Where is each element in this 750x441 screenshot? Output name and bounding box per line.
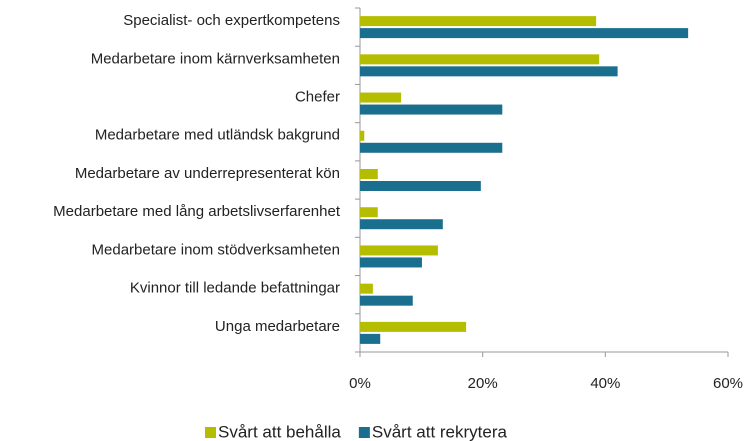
bar bbox=[360, 28, 689, 39]
bar bbox=[360, 207, 378, 218]
y-tick-label: Medarbetare av underrepresenterat kön bbox=[75, 165, 340, 182]
y-tick-label: Medarbetare inom kärnverksamheten bbox=[91, 50, 340, 67]
x-tick-label: 40% bbox=[590, 375, 620, 392]
y-tick-label: Kvinnor till ledande befattningar bbox=[130, 280, 340, 297]
bar bbox=[360, 295, 413, 306]
y-tick-label: Unga medarbetare bbox=[215, 318, 340, 335]
bar bbox=[360, 92, 402, 103]
bar bbox=[360, 169, 378, 179]
bar bbox=[360, 130, 365, 141]
y-tick-label: Medarbetare med lång arbetslivserfarenhe… bbox=[53, 203, 341, 220]
bar bbox=[360, 219, 443, 230]
x-tick-label: 20% bbox=[468, 375, 498, 392]
y-tick-label: Chefer bbox=[295, 89, 340, 106]
bar bbox=[360, 333, 381, 344]
bar bbox=[360, 181, 481, 191]
bar bbox=[360, 54, 600, 65]
legend-label: Svårt att rekrytera bbox=[372, 422, 508, 441]
bar bbox=[360, 245, 438, 256]
bar bbox=[360, 142, 503, 153]
y-tick-label: Medarbetare inom stödverksamheten bbox=[92, 241, 340, 258]
x-tick-label: 60% bbox=[713, 375, 743, 392]
legend-label: Svårt att behålla bbox=[218, 422, 341, 441]
y-tick-label: Specialist- och expertkompetens bbox=[123, 12, 340, 29]
x-tick-label: 0% bbox=[349, 375, 371, 392]
y-tick-label: Medarbetare med utländsk bakgrund bbox=[95, 127, 340, 144]
legend-swatch bbox=[358, 427, 370, 438]
bar bbox=[360, 104, 503, 115]
bar bbox=[360, 321, 467, 332]
bar bbox=[360, 257, 422, 268]
bar bbox=[360, 16, 597, 27]
bar bbox=[360, 283, 373, 294]
legend-swatch bbox=[205, 427, 216, 438]
bar bbox=[360, 66, 618, 77]
